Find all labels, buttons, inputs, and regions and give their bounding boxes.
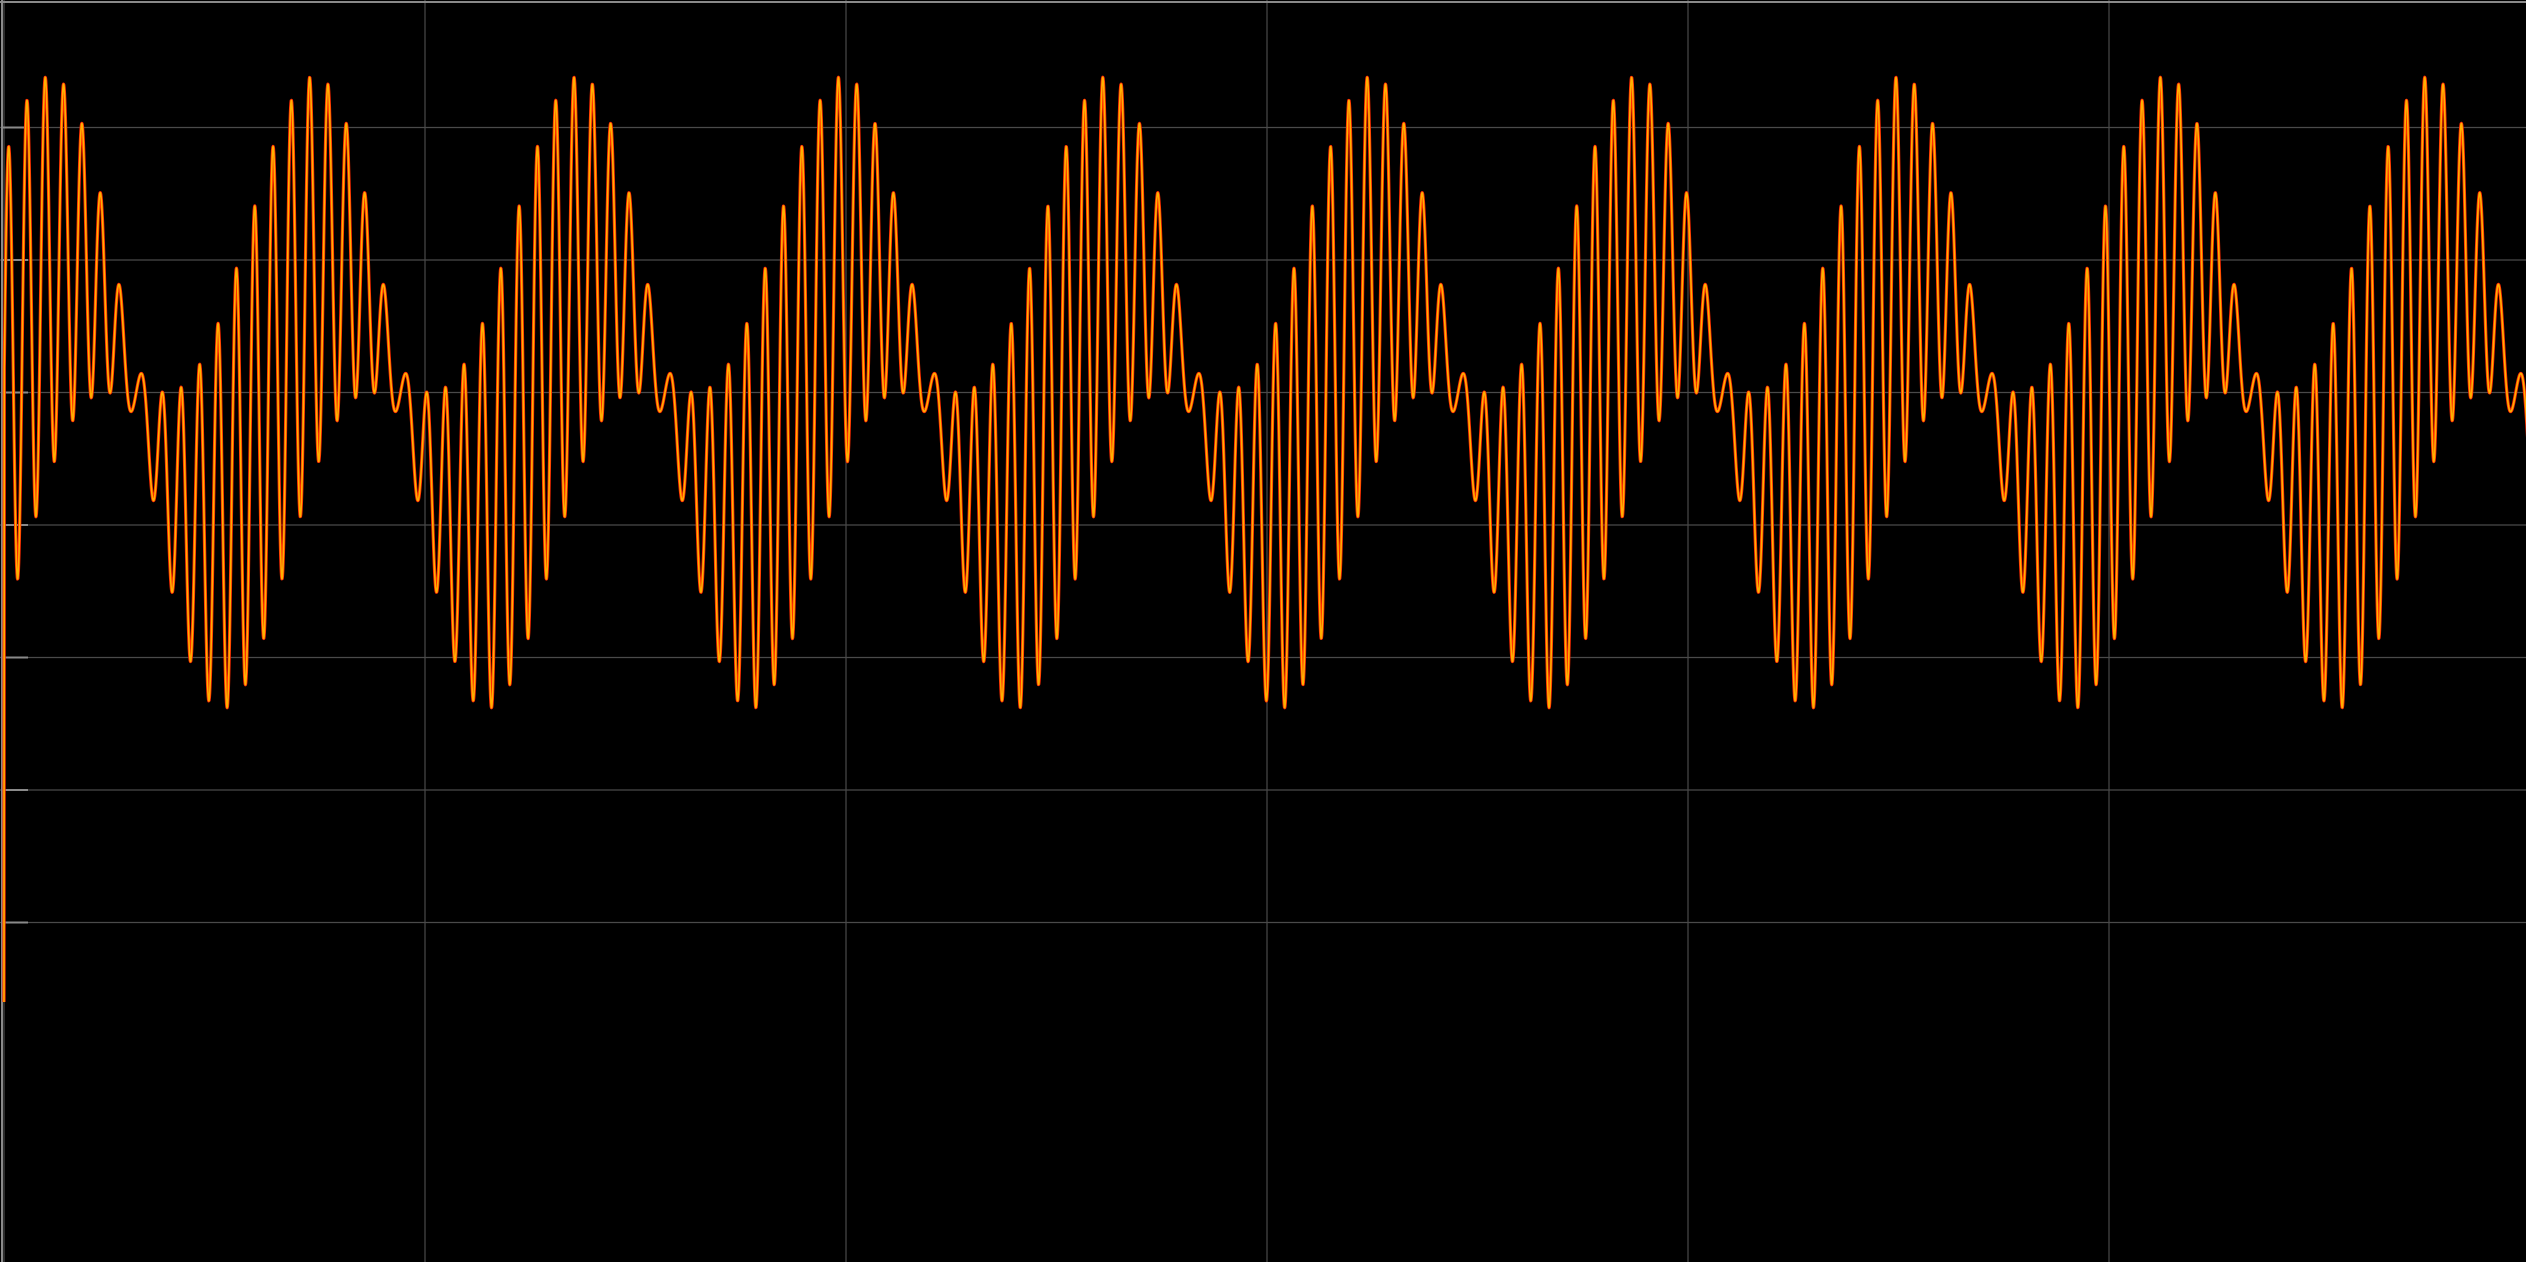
waveform-series [2, 75, 2526, 1003]
waveform-line-inner [3, 76, 2526, 1003]
